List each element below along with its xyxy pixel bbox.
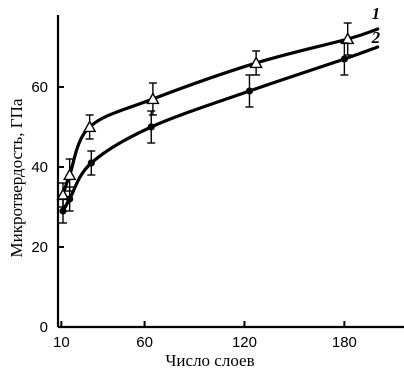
series-label: 2 bbox=[371, 28, 381, 47]
y-tick-label: 60 bbox=[31, 79, 48, 96]
data-point bbox=[62, 168, 77, 181]
y-tick-label: 40 bbox=[31, 159, 48, 176]
data-point bbox=[87, 159, 95, 167]
data-point bbox=[66, 195, 74, 203]
data-point bbox=[146, 92, 160, 105]
y-tick-label: 20 bbox=[31, 239, 48, 256]
x-tick-label: 120 bbox=[232, 334, 257, 351]
data-point bbox=[340, 55, 348, 63]
series-1: 1 bbox=[56, 4, 381, 208]
series-1-line bbox=[61, 27, 380, 197]
data-point bbox=[147, 123, 155, 131]
ticks: 10 60 120 180 0 20 40 60 bbox=[31, 79, 357, 351]
data-point bbox=[82, 120, 97, 133]
axes bbox=[56, 15, 404, 329]
data-point bbox=[245, 87, 254, 95]
x-tick-label: 60 bbox=[136, 334, 153, 351]
y-axis-title: Микротвердость, ГПа bbox=[7, 98, 26, 257]
series-layer: 12 bbox=[56, 4, 381, 224]
series-2-line bbox=[61, 45, 380, 213]
data-point bbox=[59, 207, 67, 215]
x-axis-title: Число слоев bbox=[165, 351, 254, 370]
series-2: 2 bbox=[58, 28, 381, 224]
x-tick-label: 180 bbox=[332, 334, 357, 351]
y-tick-label: 0 bbox=[40, 319, 48, 336]
x-tick-label: 10 bbox=[53, 334, 70, 351]
data-point bbox=[249, 56, 263, 69]
series-label: 1 bbox=[372, 4, 381, 23]
